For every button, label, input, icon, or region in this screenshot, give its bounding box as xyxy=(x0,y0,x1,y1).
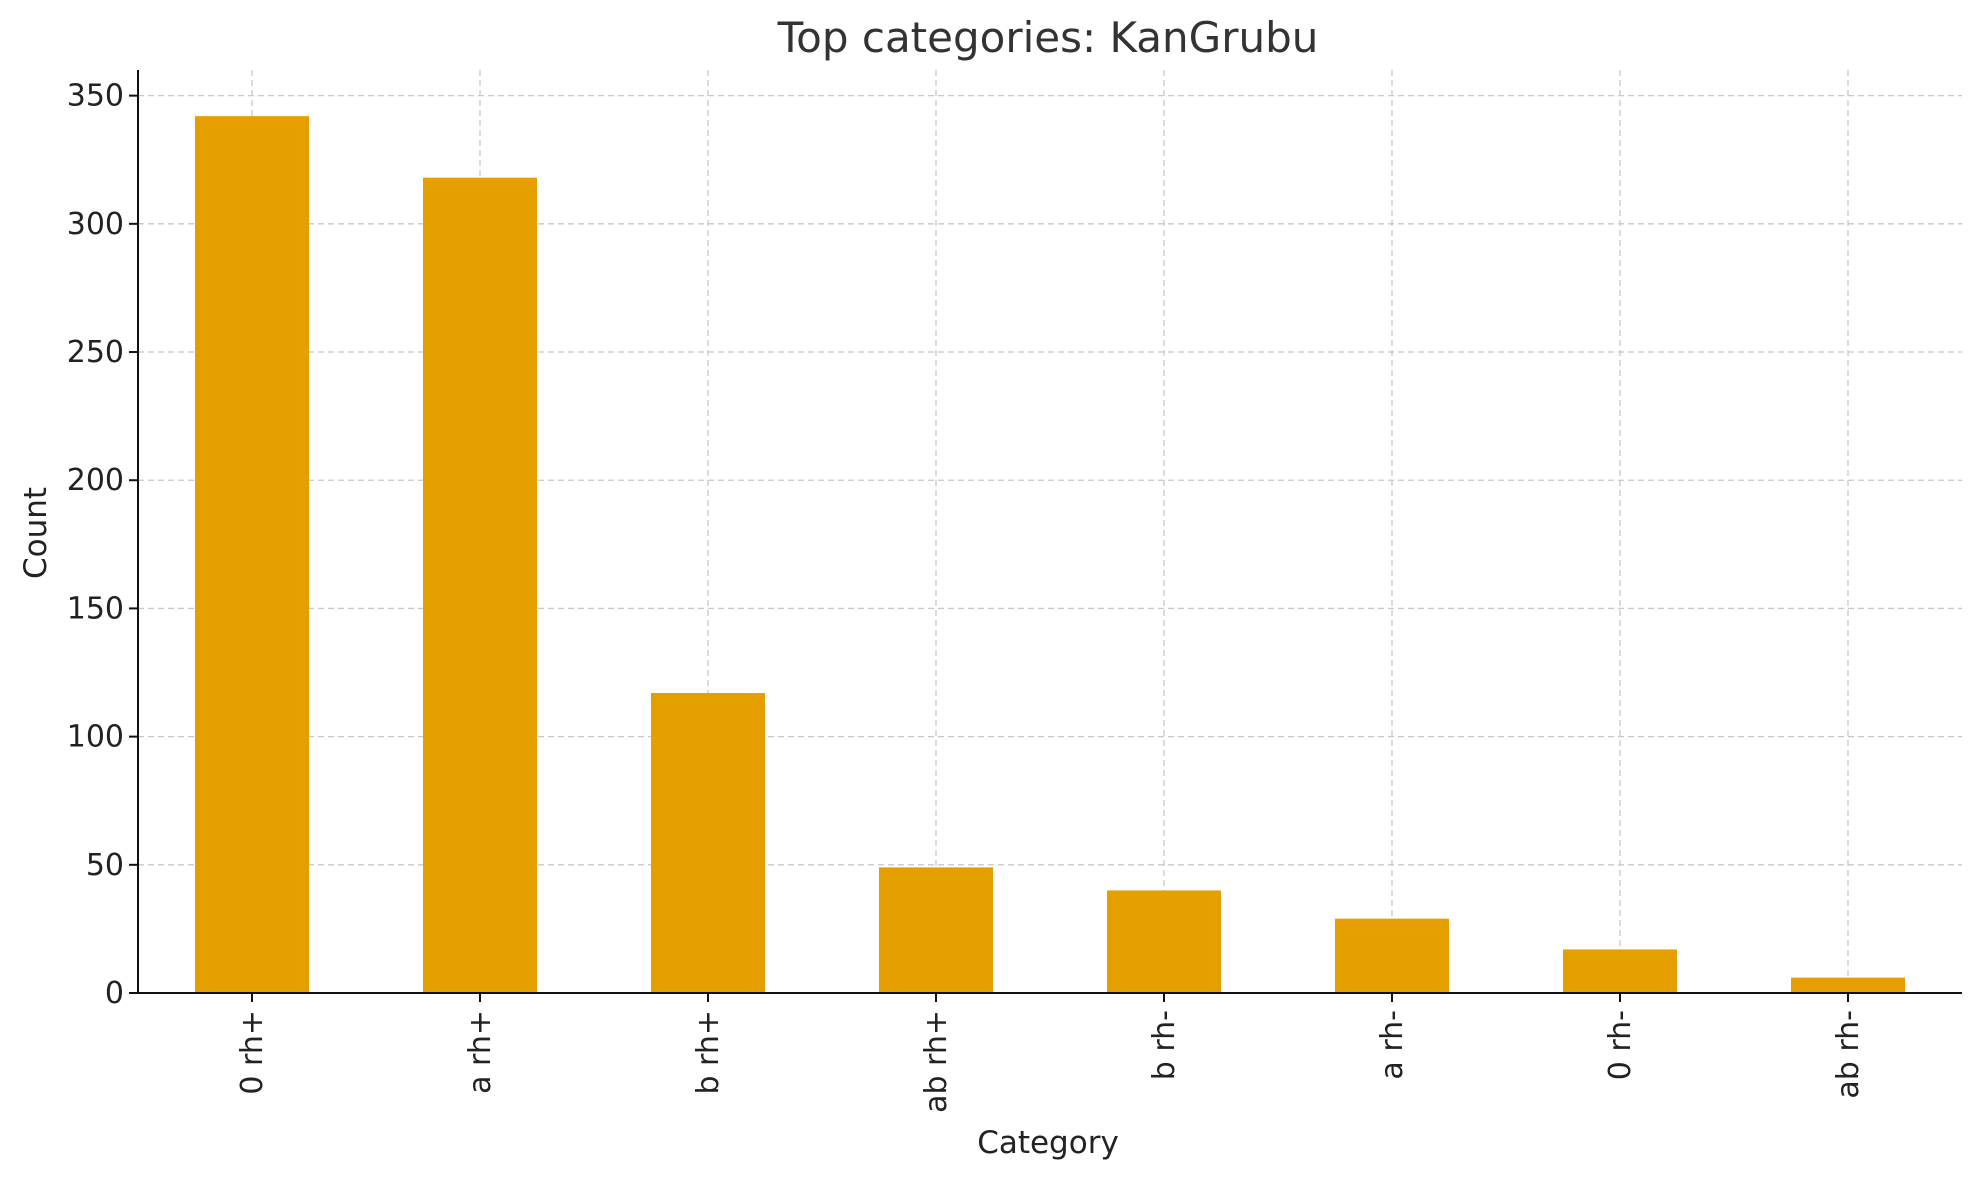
bar xyxy=(195,116,309,993)
bar xyxy=(879,867,993,993)
axes xyxy=(137,70,1962,994)
x-tick-label: b rh- xyxy=(1147,1010,1182,1080)
y-tick-label: 100 xyxy=(67,720,124,755)
y-tick-label: 50 xyxy=(86,848,124,883)
chart-title: Top categories: KanGrubu xyxy=(777,13,1319,62)
x-tick-label: 0 rh- xyxy=(1603,1010,1638,1080)
bar xyxy=(1335,918,1449,993)
y-tick-label: 350 xyxy=(67,79,124,114)
bar xyxy=(1563,949,1677,993)
gridlines xyxy=(138,70,1962,993)
y-ticks: 0 50 100 150 200 250 300 350 xyxy=(67,79,138,1011)
x-tick-label: b rh+ xyxy=(691,1010,726,1095)
x-tick-label: a rh- xyxy=(1375,1010,1410,1080)
y-axis-title: Count xyxy=(18,487,54,579)
bar xyxy=(423,177,537,993)
x-tick-label: a rh+ xyxy=(463,1010,498,1094)
x-axis-title: Category xyxy=(977,1125,1119,1161)
bar xyxy=(1107,890,1221,993)
x-tick-label: ab rh+ xyxy=(919,1010,954,1113)
y-tick-label: 150 xyxy=(67,591,124,626)
x-tick-label: ab rh- xyxy=(1831,1010,1866,1099)
x-ticks: 0 rh+ a rh+ b rh+ ab rh+ b rh-a rh- 0 rh-ab r… xyxy=(235,993,1866,1113)
y-tick-label: 300 xyxy=(67,207,124,242)
x-tick-label: 0 rh+ xyxy=(235,1010,270,1095)
y-tick-label: 0 xyxy=(105,976,124,1011)
y-tick-label: 200 xyxy=(67,463,124,498)
bar xyxy=(651,693,765,993)
bars xyxy=(195,116,1905,993)
y-tick-label: 250 xyxy=(67,335,124,370)
bar xyxy=(1791,977,1905,993)
